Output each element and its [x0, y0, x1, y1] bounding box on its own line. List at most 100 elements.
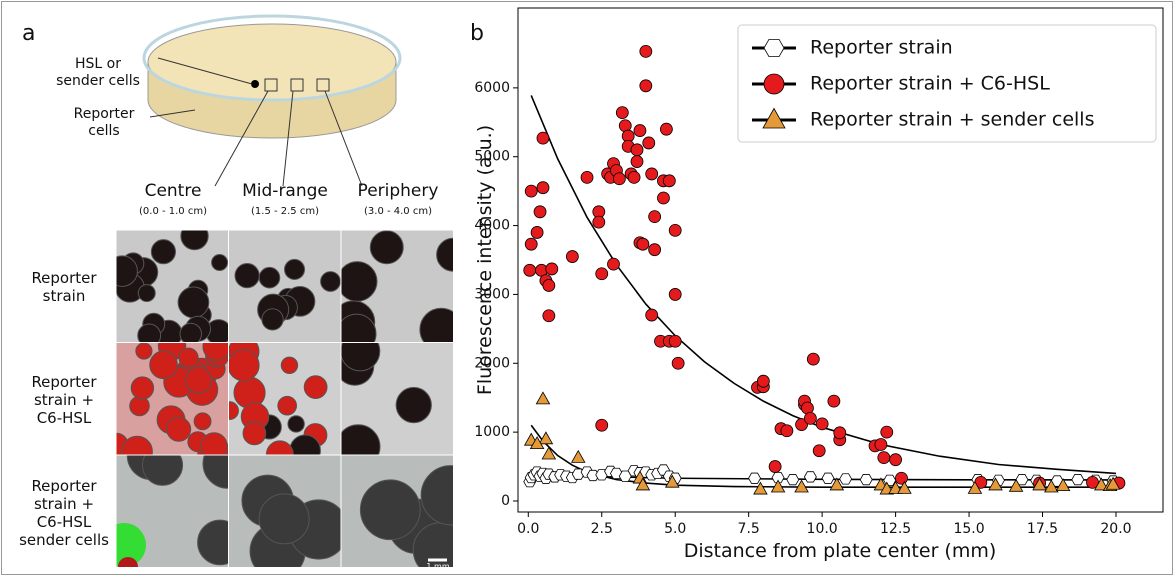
bead: [284, 258, 306, 280]
point: [795, 418, 808, 431]
x-tick-label: 5.0: [664, 521, 686, 537]
point: [627, 170, 641, 184]
point: [753, 481, 768, 495]
point: [1032, 477, 1047, 491]
micrograph: [341, 455, 454, 568]
point: [874, 438, 888, 451]
point: [1071, 474, 1085, 486]
point: [536, 131, 550, 145]
sender-colony: [116, 523, 146, 567]
point: [639, 79, 653, 93]
bead: [242, 421, 267, 446]
fit-line: [530, 95, 1117, 475]
y-tick-label: 6000: [474, 80, 510, 96]
point: [648, 243, 662, 257]
point: [542, 309, 556, 323]
row-label-line: Reporter: [31, 269, 97, 287]
point: [859, 474, 873, 486]
point: [897, 480, 912, 494]
bead: [277, 395, 298, 416]
point: [895, 471, 908, 485]
point: [671, 356, 685, 370]
panel-a: a HSL or sender cells Reporter cells Centr…: [19, 14, 454, 571]
bead: [420, 465, 454, 526]
bead: [185, 366, 213, 394]
y-tick-label: 3000: [474, 286, 510, 302]
column-title: Periphery: [358, 181, 439, 201]
point: [607, 257, 620, 271]
point: [762, 107, 786, 129]
point: [880, 425, 894, 439]
point: [565, 250, 579, 263]
point: [595, 418, 609, 432]
row-label-line: C6-HSL: [37, 513, 92, 531]
point: [786, 474, 800, 486]
point: [770, 479, 786, 493]
panel-label: a: [22, 21, 35, 46]
legend-label: Reporter strain + C6-HSL: [810, 73, 1050, 95]
bead: [200, 432, 228, 455]
bead: [137, 284, 156, 303]
point: [538, 431, 554, 445]
bead: [258, 266, 281, 289]
bead: [228, 401, 239, 420]
point: [664, 474, 680, 488]
point: [530, 226, 544, 239]
y-tick-label: 1000: [474, 424, 510, 440]
point: [1008, 478, 1024, 492]
point: [612, 172, 626, 186]
point: [1055, 478, 1071, 492]
x-axis-label: Distance from plate center (mm): [684, 540, 997, 562]
column-title: Centre: [145, 181, 202, 201]
point: [780, 424, 794, 438]
x-tick-label: 17.5: [1027, 521, 1058, 537]
point: [523, 263, 537, 277]
point: [888, 480, 903, 494]
micrograph: [116, 230, 229, 343]
bead: [178, 347, 199, 368]
point: [636, 237, 650, 251]
y-tick-label: 2000: [474, 355, 510, 371]
dish-label: Reporter cells: [74, 106, 135, 139]
row-label-line: Reporter: [31, 477, 97, 495]
point: [642, 136, 656, 150]
point: [586, 469, 600, 482]
x-tick-label: 2.5: [591, 521, 613, 537]
micrograph: [228, 230, 341, 343]
point: [633, 124, 647, 137]
point: [763, 73, 785, 95]
legend-label: Reporter strain: [810, 37, 953, 59]
bead: [202, 455, 229, 489]
bead-core: [118, 557, 138, 568]
bead: [280, 356, 299, 375]
point: [542, 279, 556, 292]
point: [1094, 477, 1109, 491]
bead: [130, 376, 155, 400]
point: [630, 143, 644, 157]
point: [1105, 476, 1121, 490]
point: [580, 170, 594, 184]
bead: [116, 255, 138, 287]
bead: [135, 342, 153, 360]
y-tick-label: 5000: [474, 149, 510, 165]
row-label-line: Reporter: [31, 373, 97, 391]
point: [763, 38, 785, 58]
point: [645, 308, 659, 322]
column-title: Mid-range: [242, 181, 328, 201]
row-label: Reporter strain: [31, 269, 97, 305]
point: [657, 191, 670, 205]
micrograph: [341, 230, 454, 343]
point: [668, 288, 682, 301]
bead: [369, 230, 404, 265]
bead: [341, 342, 381, 372]
micrograph: [228, 342, 341, 455]
point: [541, 446, 557, 460]
bead: [180, 230, 209, 251]
bead: [320, 271, 341, 292]
x-tick-label: 15.0: [953, 521, 984, 537]
bead: [166, 416, 192, 442]
micrograph-border: [340, 454, 454, 568]
